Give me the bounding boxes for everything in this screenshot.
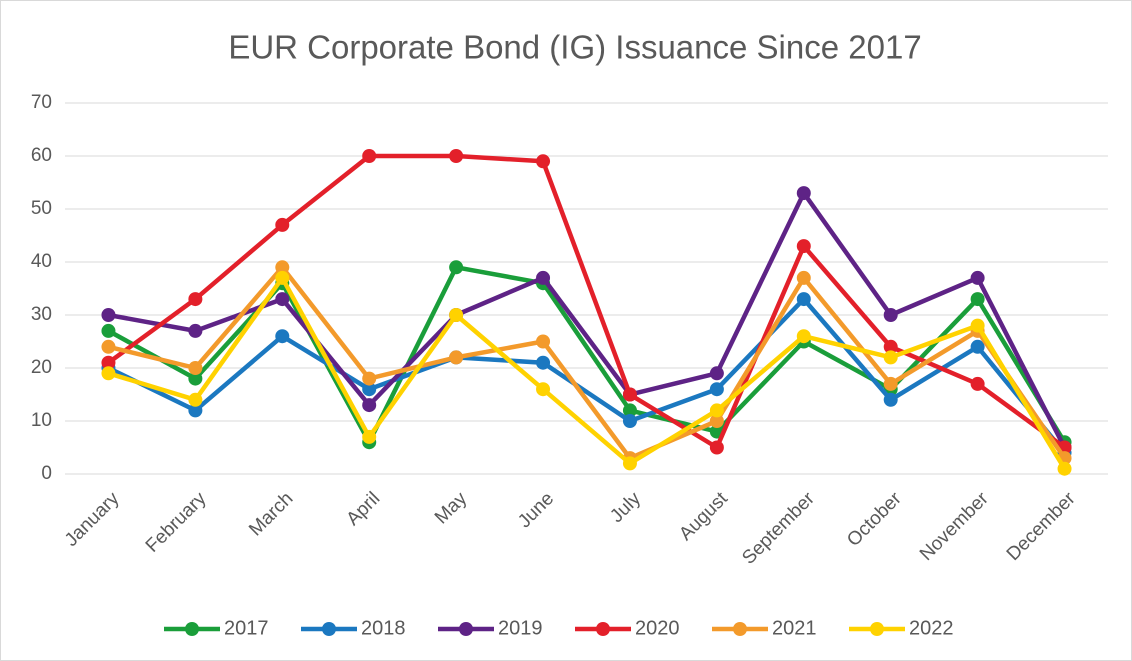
data-point <box>449 308 464 322</box>
data-point <box>536 334 551 349</box>
legend-marker <box>733 622 747 636</box>
series-line <box>107 265 1067 461</box>
data-point <box>796 270 811 285</box>
data-point <box>709 414 724 428</box>
y-tick-label: 30 <box>31 304 52 325</box>
legend-marker <box>185 622 199 636</box>
data-point <box>362 398 377 413</box>
data-point <box>362 371 377 386</box>
data-point <box>709 366 724 381</box>
data-point <box>709 403 724 418</box>
y-tick-label: 10 <box>31 410 52 431</box>
data-point <box>1057 461 1072 476</box>
data-point <box>188 292 203 307</box>
data-point <box>536 270 551 285</box>
data-point <box>449 149 464 163</box>
data-point <box>883 350 898 365</box>
data-point <box>275 329 290 344</box>
data-point <box>970 318 985 333</box>
data-point <box>101 339 116 354</box>
legend-marker <box>870 622 884 636</box>
data-point <box>883 339 898 354</box>
data-point <box>970 339 985 354</box>
data-point <box>796 329 811 344</box>
data-point <box>188 403 203 418</box>
legend-marker <box>596 622 610 636</box>
data-point <box>796 239 811 254</box>
data-point <box>883 392 898 407</box>
data-point <box>275 217 290 232</box>
data-point <box>275 260 290 275</box>
y-tick-label: 50 <box>31 198 52 219</box>
y-tick-label: 40 <box>31 251 52 272</box>
y-tick-label: 0 <box>41 463 52 484</box>
data-point <box>101 323 116 338</box>
legend-label: 2022 <box>909 617 954 639</box>
data-point <box>709 440 724 455</box>
data-point <box>796 186 811 201</box>
data-point <box>709 382 724 397</box>
data-point <box>275 270 290 285</box>
legend-label: 2019 <box>498 617 543 639</box>
data-point <box>970 270 985 285</box>
series-line <box>107 275 1067 470</box>
y-tick-label: 20 <box>31 357 52 378</box>
series-line <box>108 190 1067 449</box>
data-point <box>188 392 203 407</box>
legend-label: 2017 <box>224 617 269 639</box>
data-point <box>188 323 203 338</box>
data-point <box>970 292 985 307</box>
series-line <box>107 296 1067 455</box>
data-point <box>883 376 898 391</box>
data-point <box>622 403 637 418</box>
data-point <box>622 387 637 402</box>
data-point <box>883 308 898 322</box>
y-tick-label: 70 <box>31 92 52 113</box>
data-point <box>536 382 551 397</box>
data-point <box>796 292 811 307</box>
chart-title: EUR Corporate Bond (IG) Issuance Since 2… <box>228 29 921 66</box>
data-point <box>362 149 377 163</box>
legend-label: 2020 <box>635 617 680 639</box>
data-point <box>275 292 290 307</box>
data-point <box>101 366 116 381</box>
data-point <box>622 414 637 428</box>
data-point <box>536 154 551 169</box>
legend-label: 2021 <box>772 617 817 639</box>
data-point <box>449 260 464 275</box>
data-point <box>970 376 985 391</box>
legend-label: 2018 <box>361 617 406 639</box>
data-point <box>188 371 203 386</box>
data-point <box>101 355 116 370</box>
y-tick-label: 60 <box>31 145 52 166</box>
data-point <box>449 350 464 365</box>
legend-marker <box>322 622 336 636</box>
data-point <box>101 308 116 322</box>
data-point <box>362 429 377 444</box>
data-point <box>622 456 637 471</box>
data-point <box>536 355 551 370</box>
data-point <box>362 382 377 397</box>
legend-marker <box>459 622 473 636</box>
data-point <box>188 361 203 375</box>
